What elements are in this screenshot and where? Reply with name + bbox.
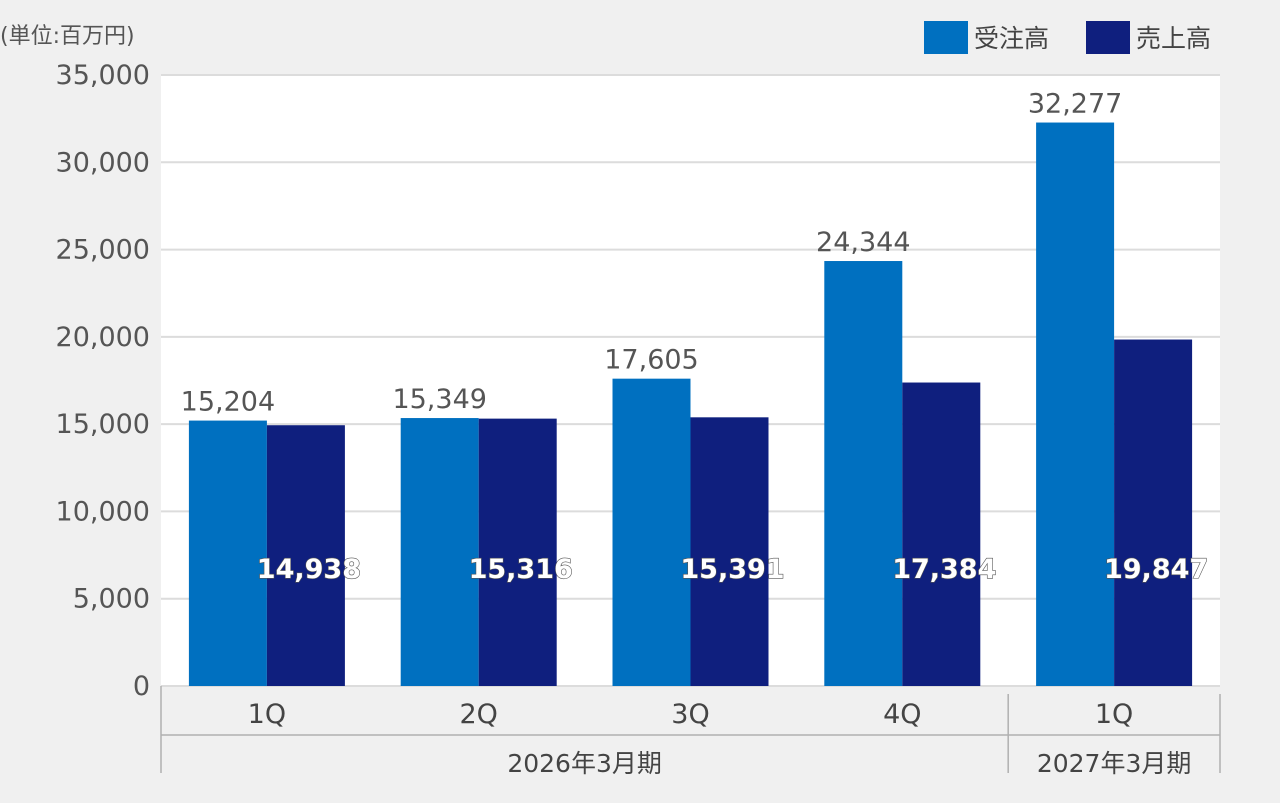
bar-sales xyxy=(478,418,557,686)
bar-sales xyxy=(690,417,769,686)
legend-swatch xyxy=(1086,21,1130,54)
data-label: 17,605 xyxy=(604,345,698,376)
y-tick-label: 30,000 xyxy=(56,147,150,178)
legend-label: 受注高 xyxy=(974,24,1049,53)
x-tick-label: 4Q xyxy=(883,699,921,730)
data-label: 14,938 xyxy=(257,554,361,585)
data-label: 15,349 xyxy=(392,384,486,415)
bar-orders xyxy=(824,261,903,686)
bar-orders xyxy=(1036,122,1115,687)
unit-label: (単位:百万円) xyxy=(0,24,135,49)
y-tick-label: 0 xyxy=(133,671,150,702)
data-label: 15,316 xyxy=(469,554,573,585)
bar-orders xyxy=(400,418,479,686)
y-tick-label: 10,000 xyxy=(56,496,150,527)
x-group-label: 2026年3月期 xyxy=(507,749,662,778)
y-tick-label: 35,000 xyxy=(56,60,150,91)
bar-sales xyxy=(1114,339,1193,686)
bar-orders xyxy=(188,420,267,686)
legend-label: 売上高 xyxy=(1136,24,1211,53)
bar-sales xyxy=(902,382,981,686)
data-label: 32,277 xyxy=(1028,89,1122,120)
legend-swatch xyxy=(924,21,968,54)
x-tick-label: 1Q xyxy=(248,699,286,730)
data-label: 17,384 xyxy=(892,554,996,585)
bar-sales xyxy=(266,425,345,686)
bar-orders xyxy=(612,378,691,686)
y-tick-label: 15,000 xyxy=(56,409,150,440)
y-tick-label: 25,000 xyxy=(56,235,150,266)
data-label: 15,204 xyxy=(181,387,275,418)
data-label: 15,391 xyxy=(680,554,784,585)
x-group-label: 2027年3月期 xyxy=(1037,749,1192,778)
y-tick-label: 20,000 xyxy=(56,322,150,353)
data-label: 24,344 xyxy=(816,227,910,258)
x-tick-label: 1Q xyxy=(1095,699,1133,730)
data-label: 19,847 xyxy=(1104,554,1208,585)
x-tick-label: 2Q xyxy=(459,699,497,730)
y-tick-label: 5,000 xyxy=(73,584,150,615)
x-tick-label: 3Q xyxy=(671,699,709,730)
